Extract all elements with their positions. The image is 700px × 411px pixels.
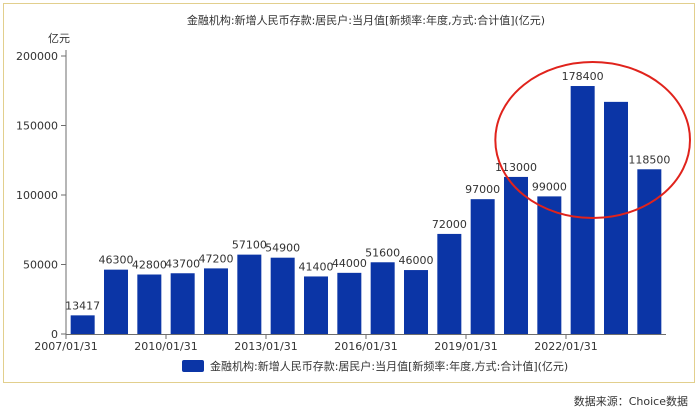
- bar: [570, 86, 595, 334]
- data-label: 57100: [232, 239, 267, 252]
- bar: [370, 262, 395, 334]
- bar: [404, 270, 428, 334]
- data-label: 13417: [65, 299, 100, 312]
- x-tick-label: 2016/01/31: [334, 340, 397, 353]
- data-label: 51600: [365, 246, 400, 259]
- x-tick-label: 2022/01/31: [534, 340, 597, 353]
- highlight-ellipse: [494, 61, 692, 219]
- bar: [637, 169, 662, 334]
- bar: [537, 196, 562, 334]
- bar: [137, 274, 162, 334]
- x-tick-label: 2007/01/31: [34, 340, 97, 353]
- data-label: 42800: [132, 259, 167, 272]
- data-label: 44000: [332, 257, 367, 270]
- y-tick-label: 50000: [23, 259, 58, 272]
- legend-swatch: [182, 360, 204, 372]
- legend-label: 金融机构:新增人民币存款:居民户:当月值[新频率:年度,方式:合计值](亿元): [210, 359, 568, 373]
- y-tick-label: 100000: [16, 189, 58, 202]
- data-label: 47200: [199, 252, 234, 265]
- bar: [170, 273, 195, 334]
- y-tick-label: 150000: [16, 120, 58, 133]
- data-label: 46300: [99, 254, 134, 267]
- bar: [337, 272, 362, 334]
- y-axis-unit-label: 亿元: [48, 32, 70, 45]
- x-tick-label: 2010/01/31: [134, 340, 197, 353]
- bar: [237, 254, 262, 334]
- bar: [437, 233, 462, 334]
- data-label: 113000: [495, 161, 537, 174]
- bar: [104, 269, 128, 334]
- y-tick-label: 0: [51, 328, 58, 341]
- data-label: 72000: [432, 218, 467, 231]
- data-label: 118500: [628, 153, 670, 166]
- bar: [70, 315, 95, 334]
- data-label: 46000: [399, 254, 434, 267]
- bar: [504, 176, 528, 334]
- data-label: 54900: [265, 242, 300, 255]
- source-note: 数据来源：Choice数据: [573, 395, 688, 408]
- data-label: 41400: [299, 260, 334, 273]
- x-tick-label: 2019/01/31: [434, 340, 497, 353]
- data-label: 97000: [465, 183, 500, 196]
- data-label: 178400: [562, 70, 604, 83]
- bar: [270, 257, 295, 334]
- bar: [304, 276, 328, 334]
- x-tick-label: 2013/01/31: [234, 340, 297, 353]
- bar: [204, 268, 228, 334]
- chart-title: 金融机构:新增人民币存款:居民户:当月值[新频率:年度,方式:合计值](亿元): [187, 13, 545, 27]
- bar: [470, 199, 495, 334]
- y-tick-label: 200000: [16, 50, 58, 63]
- data-label: 43700: [165, 257, 200, 270]
- data-label: 99000: [532, 180, 567, 193]
